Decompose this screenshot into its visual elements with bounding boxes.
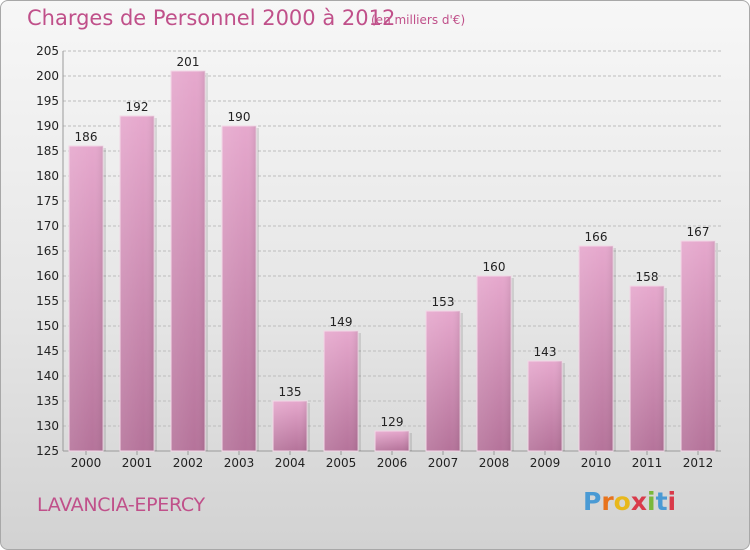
logo-letter: i (647, 487, 656, 516)
x-tick-label: 2003 (224, 456, 255, 470)
y-tick-label: 155 (36, 294, 59, 308)
y-tick-label: 205 (36, 44, 59, 58)
bar-highlight (579, 246, 613, 451)
bar-highlight (69, 146, 103, 451)
x-tick-label: 2002 (173, 456, 204, 470)
bar-highlight (426, 311, 460, 451)
x-tick-label: 2006 (377, 456, 408, 470)
logo-letter: P (583, 487, 602, 516)
bar-highlight (681, 241, 715, 451)
data-label: 192 (126, 100, 149, 114)
y-tick-label: 195 (36, 94, 59, 108)
y-tick-label: 145 (36, 344, 59, 358)
x-tick-label: 2007 (428, 456, 459, 470)
y-tick-label: 140 (36, 369, 59, 383)
y-tick-label: 125 (36, 444, 59, 458)
y-tick-label: 185 (36, 144, 59, 158)
bar-highlight (477, 276, 511, 451)
y-tick-label: 160 (36, 269, 59, 283)
x-tick-label: 2012 (683, 456, 714, 470)
chart-title: Charges de Personnel 2000 à 2012 (27, 6, 396, 30)
x-tick-label: 2004 (275, 456, 306, 470)
bar-highlight (120, 116, 154, 451)
y-tick-label: 150 (36, 319, 59, 333)
data-label: 158 (636, 270, 659, 284)
proxiti-logo: Proxiti (583, 487, 676, 516)
y-tick-label: 130 (36, 419, 59, 433)
data-label: 186 (75, 130, 98, 144)
x-tick-label: 2005 (326, 456, 357, 470)
logo-letter: r (601, 487, 614, 516)
bar-highlight (273, 401, 307, 451)
chart-unit: (en milliers d'€) (371, 13, 466, 27)
y-tick-label: 175 (36, 194, 59, 208)
x-tick-label: 2008 (479, 456, 510, 470)
logo-letter: t (655, 487, 668, 516)
data-label: 190 (228, 110, 251, 124)
x-tick-label: 2011 (632, 456, 663, 470)
bar-highlight (222, 126, 256, 451)
bar-highlight (528, 361, 562, 451)
y-tick-label: 170 (36, 219, 59, 233)
y-tick-label: 180 (36, 169, 59, 183)
bar-highlight (375, 431, 409, 451)
y-tick-label: 165 (36, 244, 59, 258)
data-label: 166 (585, 230, 608, 244)
data-label: 143 (534, 345, 557, 359)
logo-letter: o (613, 487, 631, 516)
data-label: 153 (432, 295, 455, 309)
commune-name: LAVANCIA-EPERCY (37, 494, 205, 516)
data-label: 201 (177, 55, 200, 69)
x-tick-label: 2009 (530, 456, 561, 470)
data-label: 167 (687, 225, 710, 239)
y-tick-label: 200 (36, 69, 59, 83)
data-label: 129 (381, 415, 404, 429)
y-tick-label: 135 (36, 394, 59, 408)
bar-highlight (630, 286, 664, 451)
bar-highlight (324, 331, 358, 451)
y-tick-label: 190 (36, 119, 59, 133)
data-label: 149 (330, 315, 353, 329)
data-label: 135 (279, 385, 302, 399)
bar-highlight (171, 71, 205, 451)
logo-letter: i (667, 487, 677, 516)
data-label: 160 (483, 260, 506, 274)
x-tick-label: 2000 (71, 456, 102, 470)
x-tick-label: 2010 (581, 456, 612, 470)
logo-letter: x (630, 487, 647, 516)
x-tick-label: 2001 (122, 456, 153, 470)
